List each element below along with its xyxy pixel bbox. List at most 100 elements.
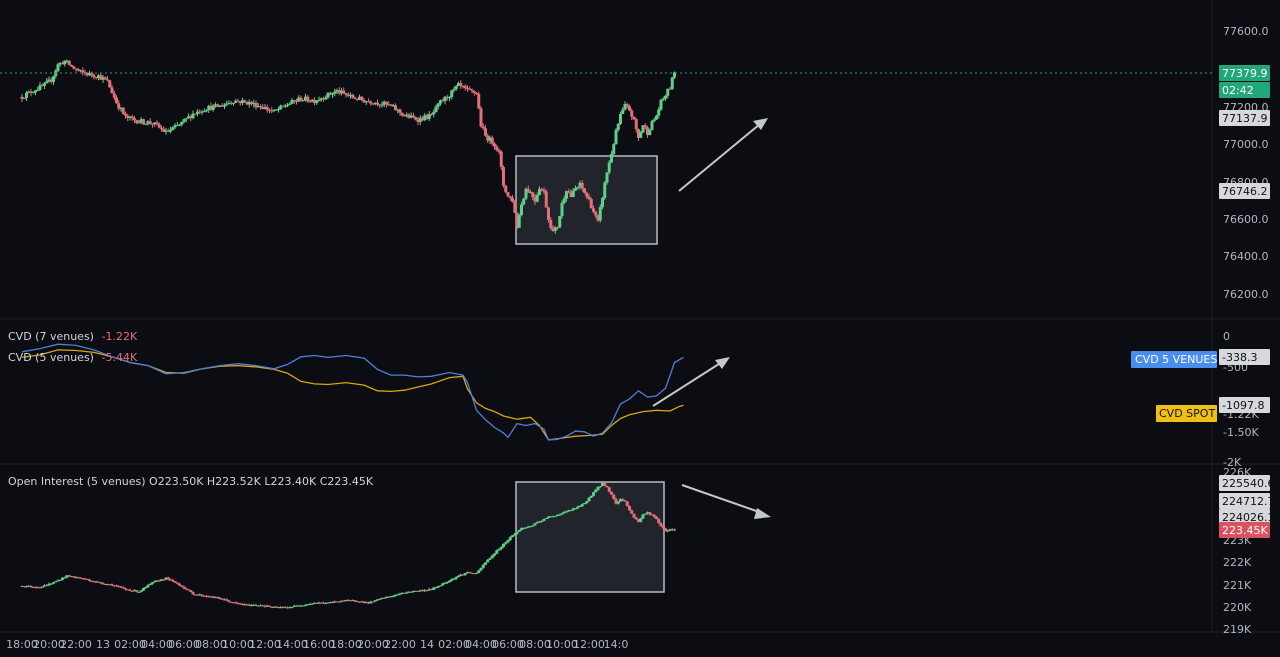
candle-body xyxy=(346,94,350,97)
candle-body xyxy=(486,559,490,563)
candle-body xyxy=(169,129,172,132)
candle-body xyxy=(425,590,429,592)
candle-body xyxy=(236,603,240,605)
candle-body xyxy=(583,503,586,505)
candle-body xyxy=(22,586,26,588)
candle-body xyxy=(218,597,222,599)
cvd-spot-badge[interactable]: CVD SPOT xyxy=(1159,407,1215,420)
candle-body xyxy=(151,123,154,125)
oi-accumulation-box xyxy=(515,481,665,593)
candle-body xyxy=(508,537,512,541)
candle-body xyxy=(297,97,301,102)
candle-body xyxy=(619,498,622,502)
candle-body xyxy=(513,533,517,536)
candle-body xyxy=(578,182,582,187)
candle-body xyxy=(54,70,58,77)
candle-body xyxy=(389,104,393,106)
candle-body xyxy=(621,109,625,114)
oi-tick-label: 222K xyxy=(1223,556,1252,569)
candle-body xyxy=(576,186,580,189)
candle-body xyxy=(286,104,289,106)
candle-body xyxy=(385,596,388,599)
candle-body xyxy=(434,587,438,589)
time-tick-label: 08:00 xyxy=(195,638,227,651)
price-level-tag: 77137.9 xyxy=(1222,112,1268,125)
cvd-legend-7-venues[interactable]: CVD (7 venues) -1.22K xyxy=(8,330,138,343)
candle-body xyxy=(403,592,406,594)
candle-body xyxy=(646,127,649,136)
candle-body xyxy=(99,75,103,80)
open-interest-legend[interactable]: Open Interest (5 venues) O223.50K H223.5… xyxy=(8,475,374,488)
candle-body xyxy=(103,583,107,585)
candle-body xyxy=(29,91,33,93)
candle-body xyxy=(463,86,467,89)
candle-body xyxy=(261,106,265,109)
candle-body xyxy=(67,575,71,577)
candle-body xyxy=(306,604,310,606)
candle-body xyxy=(218,105,222,107)
candle-body xyxy=(659,523,663,527)
candle-body xyxy=(207,596,211,598)
candle-body xyxy=(499,547,503,550)
candle-body xyxy=(90,580,94,582)
candle-body xyxy=(301,100,305,102)
candle-body xyxy=(126,115,130,118)
price-pane[interactable]: 77600.077200.077000.076800.076600.076400… xyxy=(0,25,1270,301)
candle-body xyxy=(166,130,170,132)
candle-body xyxy=(547,516,550,519)
candle-body xyxy=(209,596,213,598)
candle-body xyxy=(346,600,350,602)
candle-body xyxy=(238,101,242,104)
candle-body xyxy=(322,602,325,604)
candle-body xyxy=(328,92,332,95)
candle-body xyxy=(556,227,559,229)
cvd-legend-5-venues[interactable]: CVD (5 venues) -5.44K xyxy=(8,351,138,364)
time-tick-label: 16:00 xyxy=(303,638,335,651)
oi-current-tag-bg xyxy=(1219,522,1270,538)
oi-current-tag: 223.45K xyxy=(1222,524,1268,537)
candle-body xyxy=(468,572,472,574)
time-tick-label: 20:00 xyxy=(33,638,65,651)
candle-body xyxy=(292,100,296,102)
candle-body xyxy=(137,122,141,124)
candle-body xyxy=(358,601,361,603)
candle-body xyxy=(423,115,427,121)
candle-body xyxy=(281,607,285,609)
candle-body xyxy=(450,90,454,97)
candle-body xyxy=(139,590,143,592)
candle-body xyxy=(238,603,242,605)
candle-body xyxy=(43,83,46,86)
open-interest-axis[interactable]: 226K223K222K221K220K219K225540.6224712.7… xyxy=(1219,466,1275,636)
candle-body xyxy=(414,117,418,120)
cvd-pane[interactable]: CVD (7 venues) -1.22K CVD (5 venues) -5.… xyxy=(8,330,1270,469)
candle-body xyxy=(475,92,478,94)
cvd-venues-badge[interactable]: CVD 5 VENUES xyxy=(1135,353,1217,366)
candle-body xyxy=(585,501,589,504)
price-candles xyxy=(20,59,676,234)
candle-body xyxy=(22,97,26,99)
candle-body xyxy=(335,90,339,92)
candle-body xyxy=(254,102,258,108)
candle-body xyxy=(670,77,674,90)
candle-body xyxy=(376,102,379,105)
time-tick-label: 14:00 xyxy=(276,638,308,651)
candle-body xyxy=(511,197,514,202)
open-interest-pane[interactable]: Open Interest (5 venues) O223.50K H223.5… xyxy=(8,466,1275,636)
candle-body xyxy=(211,105,215,110)
candle-body xyxy=(277,109,280,111)
candle-body xyxy=(308,101,312,103)
price-axis[interactable]: 77600.077200.077000.076800.076600.076400… xyxy=(1219,25,1270,301)
candle-body xyxy=(493,143,496,147)
candle-body xyxy=(547,207,550,220)
candle-body xyxy=(403,115,406,117)
candle-body xyxy=(502,543,505,548)
candle-body xyxy=(340,90,343,94)
candle-body xyxy=(497,149,501,152)
candle-body xyxy=(164,130,168,132)
candle-body xyxy=(187,589,190,591)
candle-body xyxy=(236,100,240,102)
candle-body xyxy=(571,508,575,511)
